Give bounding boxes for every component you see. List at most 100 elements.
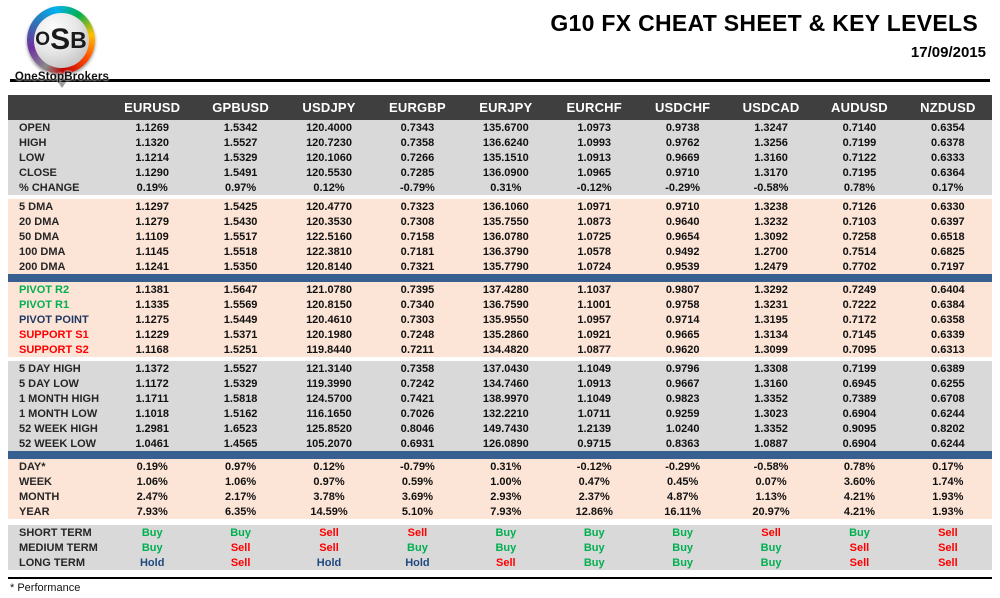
value-cell: 137.0430 [482, 362, 529, 375]
row-label: 5 DAY LOW [19, 377, 79, 390]
value-cell: 1.5162 [223, 407, 258, 420]
signal-cell: Buy [141, 541, 163, 554]
value-cell: 0.6384 [931, 298, 965, 311]
value-cell: 1.93% [932, 490, 964, 503]
value-cell: 0.7195 [842, 166, 877, 179]
value-cell: 1.0973 [577, 121, 612, 134]
value-cell: 0.78% [843, 460, 876, 473]
performance-footnote: * Performance [10, 582, 81, 594]
value-cell: 0.7122 [842, 151, 877, 164]
value-cell: 1.0724 [577, 260, 612, 273]
row-long-term: LONG TERM Hold Sell Hold Hold Sell Buy Buy Buy Se… [8, 555, 992, 570]
value-cell: 1.1018 [135, 407, 170, 420]
value-cell: 0.45% [667, 475, 699, 488]
value-cell: 1.5425 [223, 200, 258, 213]
value-cell: 1.5329 [223, 151, 258, 164]
row-support-s2: SUPPORT S2 1.1168 1.5251 119.8440 0.7211 134.… [8, 342, 992, 357]
value-cell: 120.1980 [306, 328, 352, 341]
value-cell: 136.0900 [482, 166, 529, 179]
value-cell: 1.0913 [577, 377, 612, 390]
value-cell: 0.07% [755, 475, 787, 488]
value-cell: 1.3256 [754, 136, 788, 149]
value-cell: 0.7222 [842, 298, 877, 311]
value-cell: 1.1381 [135, 283, 170, 296]
value-cell: 6.35% [225, 505, 257, 518]
value-cell: 0.12% [313, 181, 345, 194]
row-50-dma: 50 DMA 1.1109 1.5517 122.5160 0.7158 136.0780… [8, 229, 992, 244]
value-cell: 1.1290 [135, 166, 170, 179]
value-cell: 0.7140 [842, 121, 877, 134]
signal-cell: Buy [407, 541, 428, 554]
value-cell: 1.2479 [754, 260, 788, 273]
value-cell: 1.5371 [223, 328, 258, 341]
value-cell: 0.9667 [665, 377, 700, 390]
value-cell: 1.3023 [754, 407, 788, 420]
signal-cell: Buy [849, 526, 870, 539]
row-label: 52 WEEK HIGH [19, 422, 98, 435]
row-label: LOW [19, 151, 45, 164]
row-5-day-high: 5 DAY HIGH 1.1372 1.5527 121.3140 0.7358 137.… [8, 361, 992, 376]
value-cell: 0.9669 [665, 151, 700, 164]
value-cell: 1.3308 [754, 362, 788, 375]
signal-cell: Hold [316, 556, 342, 569]
value-cell: 1.1172 [135, 377, 169, 390]
value-cell: 149.7430 [482, 422, 529, 435]
value-cell: 0.7158 [400, 230, 435, 243]
row-52-week-low: 52 WEEK LOW 1.0461 1.4565 105.2070 0.6931 126… [8, 436, 992, 451]
value-cell: 0.9620 [665, 343, 700, 356]
fx-cheat-sheet-table: EURUSD GPBUSD USDJPY EURGBP EURJPY EURCHF USDC… [8, 95, 992, 570]
value-cell: 0.7358 [400, 136, 435, 149]
value-cell: -0.79% [399, 181, 435, 194]
value-cell: 0.9714 [665, 313, 700, 326]
value-cell: 1.1214 [135, 151, 170, 164]
value-cell: 132.2210 [482, 407, 529, 420]
signal-cell: Sell [849, 541, 870, 554]
row-month: MONTH 2.47% 2.17% 3.78% 3.69% 2.93% 2.37% 4.87%… [8, 489, 992, 504]
value-cell: 105.2070 [306, 437, 352, 450]
signal-cell: Buy [141, 526, 163, 539]
section-pivots: PIVOT R2 1.1381 1.5647 121.0780 0.7395 137.42… [8, 282, 992, 357]
value-cell: 0.8363 [665, 437, 700, 450]
value-cell: 0.7308 [400, 215, 435, 228]
value-cell: 0.7303 [400, 313, 435, 326]
row-label: 1 MONTH LOW [19, 407, 98, 420]
row-label: 100 DMA [19, 245, 66, 258]
value-cell: 1.0873 [577, 215, 612, 228]
signal-cell: Hold [139, 556, 165, 569]
value-cell: 0.31% [490, 460, 522, 473]
row-label: 1 MONTH HIGH [19, 392, 100, 405]
value-cell: 0.47% [578, 475, 610, 488]
value-cell: 122.5160 [306, 230, 352, 243]
row-label: PIVOT R2 [19, 283, 70, 296]
row-pivot-point: PIVOT POINT 1.1275 1.5449 120.4610 0.7303 135… [8, 312, 992, 327]
value-cell: 1.2139 [577, 422, 612, 435]
value-cell: 0.6244 [931, 407, 965, 420]
value-cell: 120.1060 [306, 151, 352, 164]
column-header-usdchf: USDCHF [654, 100, 711, 115]
value-cell: 4.87% [667, 490, 699, 503]
section-signals: SHORT TERM Buy Buy Sell Sell Buy Buy Buy Sell Buy… [8, 525, 992, 570]
row-label: WEEK [19, 475, 52, 488]
row-open: OPEN 1.1269 1.5342 120.4000 0.7343 135.6700 1.… [8, 120, 992, 135]
value-cell: 120.8150 [306, 298, 352, 311]
row-5-dma: 5 DMA 1.1297 1.5425 120.4770 0.7323 136.1060 1… [8, 199, 992, 214]
value-cell: 136.7590 [482, 298, 529, 311]
column-header-eurusd: EURUSD [124, 100, 181, 115]
value-cell: 1.3160 [754, 151, 788, 164]
value-cell: 0.6518 [931, 230, 965, 243]
value-cell: 0.7026 [400, 407, 435, 420]
value-cell: 0.6389 [931, 362, 965, 375]
value-cell: 0.7340 [400, 298, 435, 311]
row-label: 52 WEEK LOW [19, 437, 97, 450]
value-cell: 1.0921 [577, 328, 612, 341]
row-label: SUPPORT S1 [19, 328, 89, 341]
row-200-dma: 200 DMA 1.1241 1.5350 120.8140 0.7321 135.779… [8, 259, 992, 274]
value-cell: 0.31% [490, 181, 522, 194]
value-cell: 3.60% [843, 475, 876, 488]
row-100-dma: 100 DMA 1.1145 1.5518 122.3810 0.7181 136.379… [8, 244, 992, 259]
value-cell: -0.12% [576, 460, 612, 473]
value-cell: 0.9710 [665, 166, 700, 179]
value-cell: 0.6904 [842, 437, 877, 450]
value-cell: 1.06% [225, 475, 257, 488]
